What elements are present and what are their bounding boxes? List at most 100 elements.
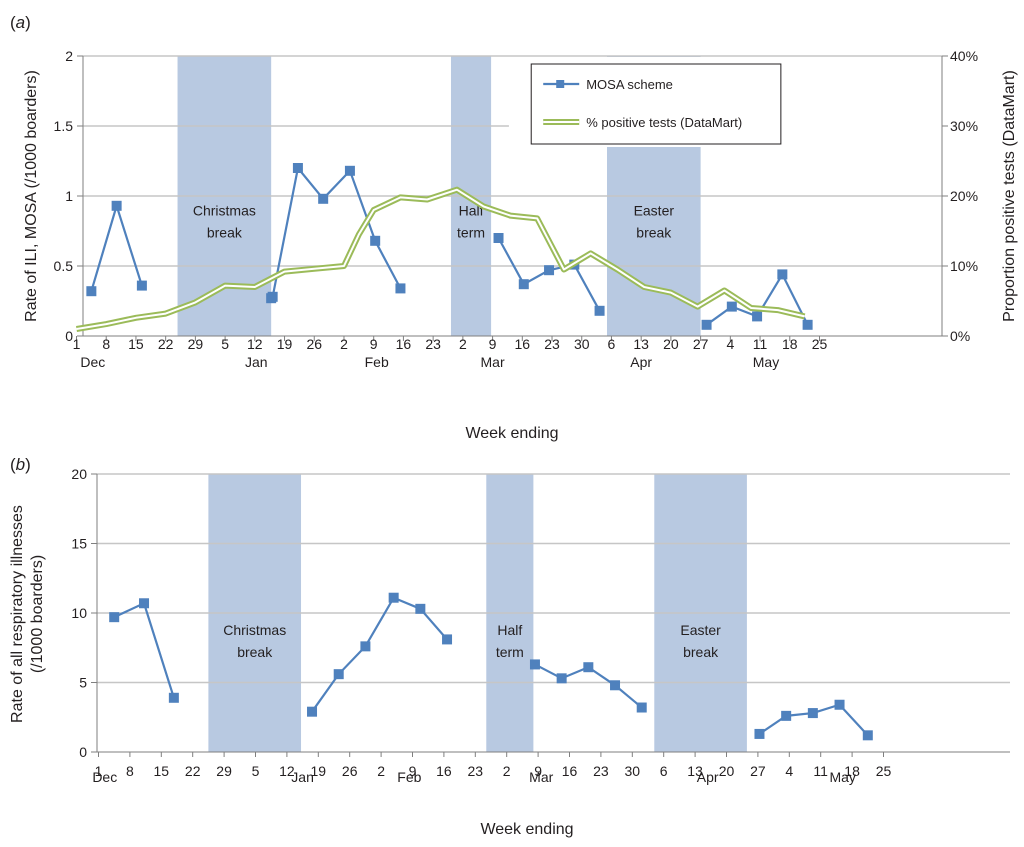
data-point [862,730,873,741]
series-line-positive-tests-inner [76,188,805,330]
break-label: break [683,644,719,660]
x-tick-label: 9 [409,763,417,779]
chart-panel-a: Christmas break Half term Easter break 0 0.5 1 1.… [10,13,1018,442]
x-tick-label: 23 [425,336,441,352]
data-point [701,319,712,330]
y-tick-label: 20 [71,466,87,482]
x-tick-label: 4 [726,336,734,352]
x-tick-label: 27 [693,336,709,352]
legend-marker-mosa [556,80,565,88]
y-axis-title: Rate of all respiratory illnesses (/1000 … [9,505,46,723]
chart-panel-b: ChristmasbreakHalftermEasterbreak0510152… [9,455,1010,838]
data-point [544,265,555,276]
month-label: Mar [481,354,505,370]
data-point [556,673,567,684]
data-point [333,669,344,680]
x-tick-label: 20 [663,336,679,352]
x-tick-label: 29 [216,763,232,779]
data-point [86,286,97,297]
month-label: Dec [92,769,117,785]
x-tick-label: 8 [126,763,134,779]
series-line-mosa [90,202,143,292]
y-axis-title-line: Rate of all respiratory illnesses [9,505,26,723]
x-tick-label: 26 [306,336,322,352]
y-tick-label: 1.5 [54,118,74,134]
x-tick-label: 16 [515,336,531,352]
break-label: term [457,225,485,241]
x-tick-label: 9 [370,336,378,352]
y-tick-label: 15 [71,536,87,552]
data-point [395,283,406,294]
x-tick-label: 26 [342,763,358,779]
month-label: Apr [697,769,719,785]
x-tick-label: 25 [812,336,828,352]
x-tick-label: 27 [750,763,766,779]
legend-label-mosa: MOSA scheme [586,77,673,92]
y-axis-title-line: (/1000 boarders) [29,555,46,673]
month-label: Apr [630,354,652,370]
x-tick-label: 9 [534,763,542,779]
data-point [168,692,179,703]
x-tick-label: 16 [396,336,412,352]
data-point [139,598,150,609]
data-point [267,291,278,302]
x-tick-label: 9 [489,336,497,352]
x-tick-label: 6 [608,336,616,352]
x-tick-label: 12 [279,763,295,779]
series-line-mosa [270,165,402,300]
month-label: Feb [365,354,389,370]
x-tick-label: 6 [660,763,668,779]
break-label: Half [497,622,522,638]
break-label: Christmas [223,622,286,638]
y-tick-label: 2 [65,48,73,64]
data-point [752,311,763,322]
y2-tick-label: 20% [950,188,978,204]
legend-label-positive: % positive tests (DataMart) [586,115,742,130]
data-point [807,708,818,719]
break-label: Easter [634,203,675,219]
x-tick-label: 1 [73,336,81,352]
data-point [307,706,318,717]
y2-tick-label: 30% [950,118,978,134]
month-label: May [829,769,855,785]
x-tick-label: 16 [436,763,452,779]
x-tick-label: 15 [128,336,144,352]
break-label: break [237,644,273,660]
data-point [360,641,371,652]
data-point [493,233,504,243]
x-tick-label: 8 [102,336,110,352]
x-axis-title: Week ending [480,821,573,838]
panel-label: (a) [10,13,31,32]
month-label: Mar [529,769,553,785]
x-tick-label: 22 [185,763,201,779]
data-point [111,200,122,211]
x-tick-label: 4 [785,763,793,779]
x-tick-label: 25 [876,763,892,779]
x-tick-label: 23 [468,763,484,779]
data-point [415,603,426,614]
y-tick-label: 0 [65,328,73,344]
x-axis-title: Week ending [465,425,558,442]
y2-axis-title: Proportion positive tests (DataMart) [1001,70,1018,322]
data-point [388,592,399,603]
y2-tick-label: 0% [950,328,970,344]
break-label: break [207,225,243,241]
x-tick-label: 12 [247,336,263,352]
data-point [442,634,453,645]
data-point [777,269,788,280]
y-tick-label: 10 [71,605,87,621]
x-tick-label: 20 [719,763,735,779]
x-tick-label: 2 [459,336,467,352]
data-point [344,165,355,176]
data-point [136,280,147,291]
series-line-mosa [311,596,448,713]
x-tick-label: 15 [154,763,170,779]
x-tick-label: 5 [252,763,260,779]
break-label: term [496,644,524,660]
x-tick-label: 11 [753,336,768,352]
month-label: May [753,354,779,370]
x-tick-label: 18 [844,763,860,779]
x-tick-label: 1 [95,763,103,779]
break-label: break [636,225,672,241]
